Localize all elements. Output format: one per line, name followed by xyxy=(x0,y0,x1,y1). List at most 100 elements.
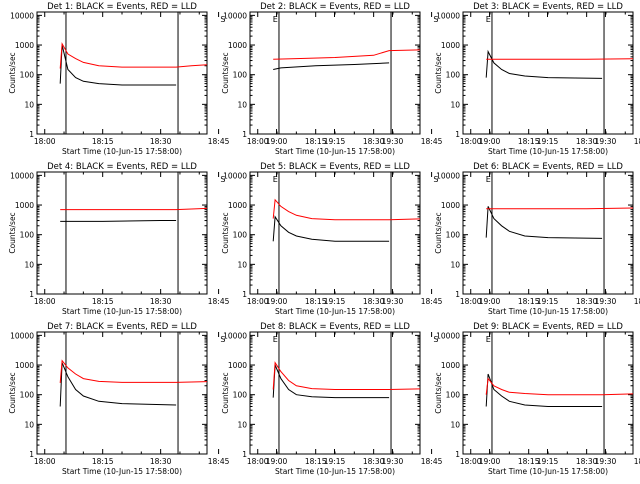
y-tick-label: 1 xyxy=(242,450,247,459)
x-tick-label: 18:00 xyxy=(460,297,482,306)
plot-frame xyxy=(462,331,634,455)
x-axis-label: Start Time (10-Jun-15 17:58:00) xyxy=(275,147,395,156)
panel-title: Det 4: BLACK = Events, RED = LLD xyxy=(47,162,197,172)
y-tick-label: 100 xyxy=(20,71,35,80)
plot-frame xyxy=(249,171,421,295)
y-axis-label: Counts/sec xyxy=(221,372,230,413)
y-tick-label: 10 xyxy=(450,420,460,429)
plot-area xyxy=(59,12,207,134)
y-tick-label: 10 xyxy=(450,100,460,109)
y-axis-label: Counts/sec xyxy=(221,52,230,93)
panel-det-1: Det 1: BLACK = Events, RED = LLD 1 10 100 10… xyxy=(8,2,403,156)
x-tick-label: 18:15 xyxy=(305,137,327,146)
y-tick-label: 10 xyxy=(24,420,34,429)
x-tick-label: 18:30 xyxy=(363,297,385,306)
series-events-line xyxy=(485,206,603,239)
y-axis-label: Counts/sec xyxy=(8,372,17,413)
x-tick-label: 19:30 xyxy=(382,457,404,466)
x-tick-label: 19:30 xyxy=(595,457,617,466)
y-tick-label: 100 xyxy=(446,71,461,80)
marker-letter-e: E xyxy=(273,15,278,24)
y-tick-label: 10 xyxy=(237,420,247,429)
x-tick-label: 18:45 xyxy=(208,457,230,466)
marker-letter-s: S xyxy=(433,15,438,24)
x-axis-label: Start Time (10-Jun-15 17:58:00) xyxy=(275,307,395,316)
x-tick-label: 18:45 xyxy=(421,457,443,466)
marker-letter-e: E xyxy=(486,335,491,344)
panel-det-8: Det 8: BLACK = Events, RED = LLD 1 10 100 10… xyxy=(221,322,616,476)
y-tick-label: 10000 xyxy=(223,11,247,20)
series-events-line xyxy=(273,62,390,70)
plot-frame xyxy=(462,11,634,135)
panel-title: Det 8: BLACK = Events, RED = LLD xyxy=(260,322,410,332)
panel-det-2: Det 2: BLACK = Events, RED = LLD 1 10 100 10… xyxy=(221,2,616,156)
x-tick-label: 18:45 xyxy=(421,137,443,146)
y-tick-label: 100 xyxy=(233,391,248,400)
x-tick-label: 18:15 xyxy=(305,297,327,306)
y-tick-label: 1000 xyxy=(15,41,34,50)
x-tick-label: 19:15 xyxy=(324,137,346,146)
plot-frame xyxy=(462,171,634,295)
x-tick-label: 18:00 xyxy=(460,457,482,466)
y-tick-label: 10 xyxy=(450,260,460,269)
x-tick-label: 18:45 xyxy=(634,137,640,146)
y-tick-label: 10 xyxy=(237,260,247,269)
x-tick-label: 19:30 xyxy=(382,297,404,306)
x-tick-label: 18:30 xyxy=(150,137,172,146)
x-tick-label: 18:30 xyxy=(363,457,385,466)
y-axis-label: Counts/sec xyxy=(8,52,17,93)
x-tick-label: 18:45 xyxy=(208,297,230,306)
series-events-line xyxy=(272,364,390,399)
y-axis-label: Counts/sec xyxy=(8,212,17,253)
series-events-line xyxy=(485,373,603,407)
x-tick-label: 19:15 xyxy=(324,457,346,466)
x-axis-label: Start Time (10-Jun-15 17:58:00) xyxy=(488,307,608,316)
series-lld-line xyxy=(60,207,207,211)
panel-title: Det 7: BLACK = Events, RED = LLD xyxy=(47,322,197,332)
x-tick-label: 18:30 xyxy=(363,137,385,146)
y-tick-label: 1 xyxy=(242,290,247,299)
y-tick-label: 10000 xyxy=(10,171,34,180)
y-tick-label: 10000 xyxy=(10,331,34,340)
y-tick-label: 1 xyxy=(455,130,460,139)
y-tick-label: 10 xyxy=(24,100,34,109)
y-tick-label: 10 xyxy=(24,260,34,269)
marker-letter-s: S xyxy=(220,175,225,184)
y-axis-label: Counts/sec xyxy=(434,52,443,93)
x-tick-label: 18:00 xyxy=(247,457,269,466)
plot-area xyxy=(60,172,207,294)
series-lld-line xyxy=(273,49,420,60)
y-tick-label: 1 xyxy=(455,450,460,459)
x-axis-label: Start Time (10-Jun-15 17:58:00) xyxy=(62,307,182,316)
x-tick-label: 18:00 xyxy=(34,297,56,306)
y-tick-label: 1000 xyxy=(441,41,460,50)
marker-letter-s: S xyxy=(433,335,438,344)
y-axis-label: Counts/sec xyxy=(434,372,443,413)
series-events-line xyxy=(272,215,390,242)
plot-area xyxy=(485,172,633,294)
x-tick-label: 18:30 xyxy=(576,457,598,466)
x-tick-label: 18:15 xyxy=(305,457,327,466)
x-tick-label: 18:45 xyxy=(634,457,640,466)
y-tick-label: 10000 xyxy=(223,331,247,340)
x-tick-label: 18:00 xyxy=(34,457,56,466)
y-tick-label: 100 xyxy=(233,231,248,240)
series-lld-line xyxy=(486,58,633,60)
y-tick-label: 1000 xyxy=(15,201,34,210)
plot-area xyxy=(272,172,420,294)
y-tick-label: 10000 xyxy=(223,171,247,180)
panel-title: Det 3: BLACK = Events, RED = LLD xyxy=(473,2,623,12)
y-tick-label: 10000 xyxy=(436,171,460,180)
y-tick-label: 10000 xyxy=(436,331,460,340)
x-axis-label: Start Time (10-Jun-15 17:58:00) xyxy=(488,147,608,156)
x-tick-label: 18:00 xyxy=(34,137,56,146)
y-tick-label: 10000 xyxy=(10,11,34,20)
x-tick-label: 19:00 xyxy=(479,137,501,146)
x-tick-label: 18:15 xyxy=(518,297,540,306)
panel-title: Det 5: BLACK = Events, RED = LLD xyxy=(260,162,410,172)
series-events-line xyxy=(59,44,177,86)
y-tick-label: 1 xyxy=(29,290,34,299)
plot-area xyxy=(273,12,420,134)
x-axis-label: Start Time (10-Jun-15 17:58:00) xyxy=(275,467,395,476)
